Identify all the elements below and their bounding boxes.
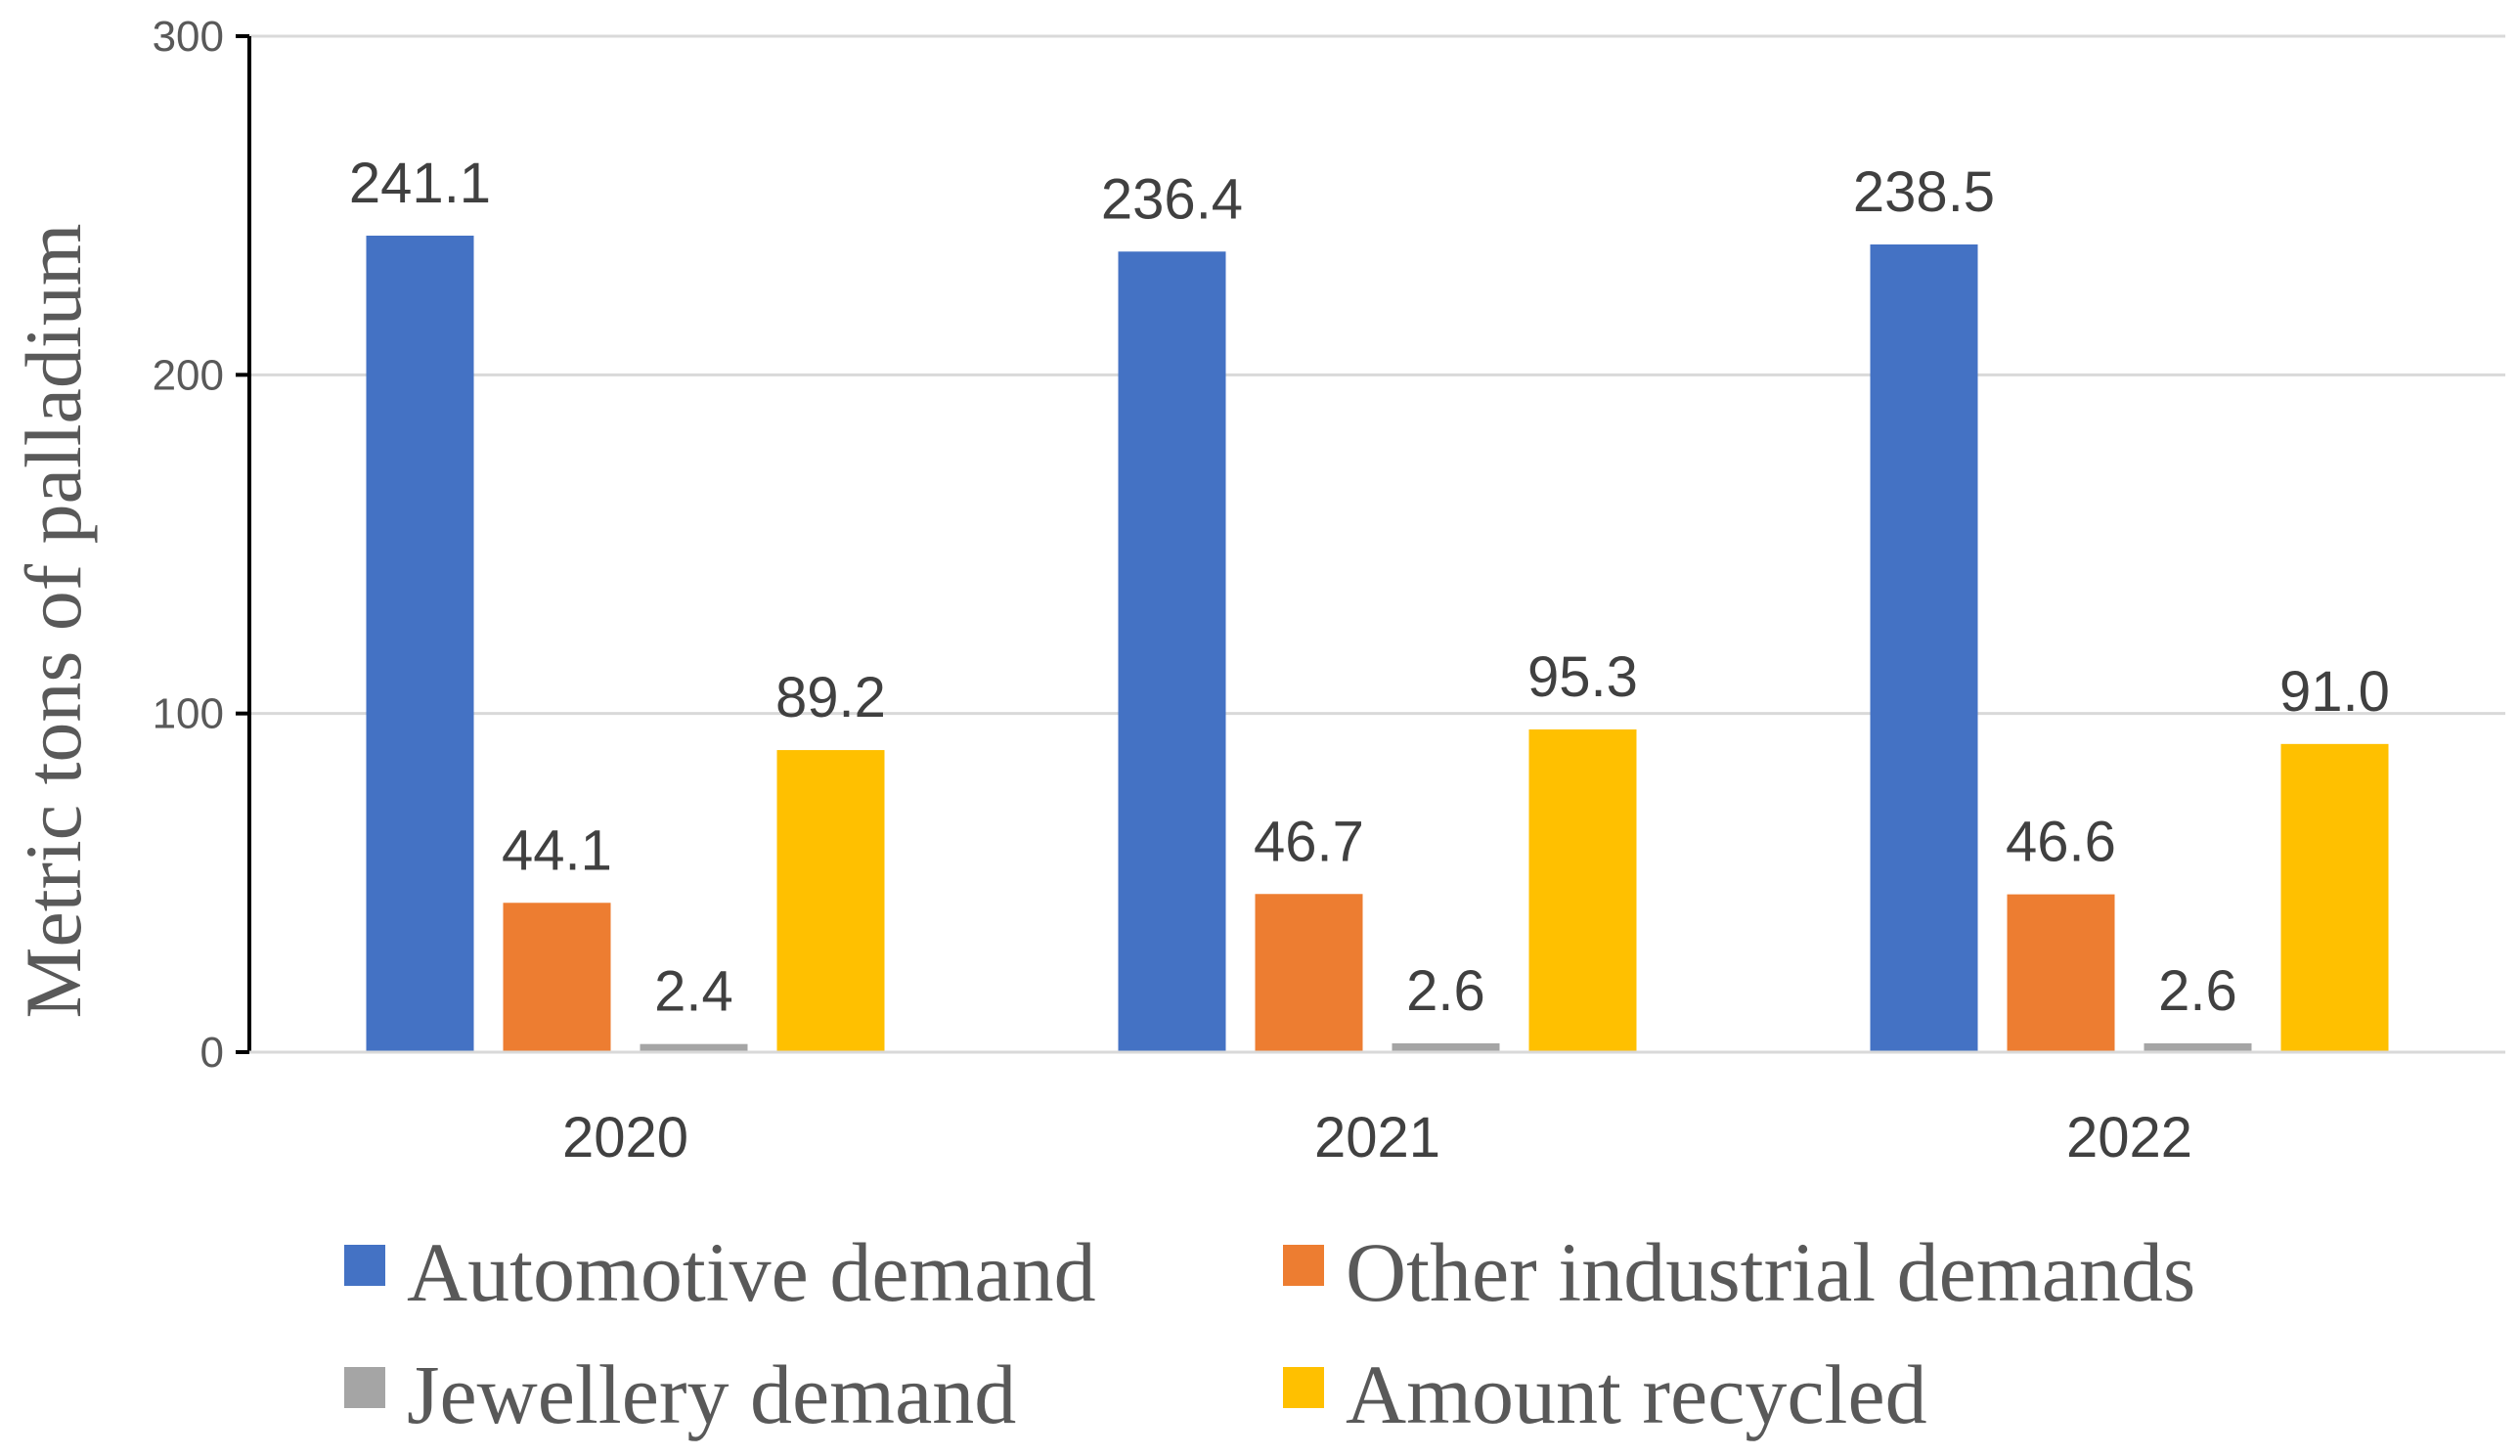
y-axis-title: Metric tons of palladium xyxy=(9,224,98,1019)
data-label-2020-s0: 241.1 xyxy=(349,152,491,215)
x-tick-label-2022: 2022 xyxy=(2066,1106,2192,1169)
bar-2021-s3 xyxy=(1528,728,1637,1052)
bar-2022-s1 xyxy=(2007,894,2115,1052)
data-label-2021-s1: 46.7 xyxy=(1254,810,1364,873)
bar-2020-s0 xyxy=(366,235,474,1052)
x-tick-label-2021: 2021 xyxy=(1314,1106,1440,1169)
gridlines xyxy=(249,34,2505,716)
legend-swatch-s2 xyxy=(344,1367,385,1408)
data-label-2020-s2: 2.4 xyxy=(654,960,733,1024)
bar-2020-s1 xyxy=(503,903,611,1052)
legend-label-s2: Jewellery demand xyxy=(407,1347,1016,1441)
legend-label-s3: Amount recycled xyxy=(1346,1347,1927,1441)
bar-2020-s2 xyxy=(640,1043,748,1052)
data-label-2022-s1: 46.6 xyxy=(2006,811,2116,874)
bar-2021-s2 xyxy=(1392,1042,1500,1052)
data-label-2021-s2: 2.6 xyxy=(1406,959,1485,1023)
axes: 0 100 200 300 2020 2021 2022 xyxy=(153,13,2505,1169)
y-tick-label-200: 200 xyxy=(153,351,224,399)
legend-label-s0: Automotive demand xyxy=(407,1225,1096,1319)
bar-2021-s0 xyxy=(1118,251,1226,1052)
bar-2020-s3 xyxy=(776,750,885,1052)
y-tick-label-100: 100 xyxy=(153,690,224,738)
data-label-2022-s2: 2.6 xyxy=(2158,959,2237,1023)
data-label-2022-s0: 238.5 xyxy=(1853,160,1995,224)
bar-2021-s1 xyxy=(1255,894,1363,1052)
bar-2022-s2 xyxy=(2144,1042,2252,1052)
data-label-2021-s0: 236.4 xyxy=(1101,167,1243,231)
legend-label-s1: Other industrial demands xyxy=(1346,1225,2195,1319)
data-label-2021-s3: 95.3 xyxy=(1527,645,1638,709)
x-tick-label-2020: 2020 xyxy=(562,1106,688,1169)
y-tick-label-0: 0 xyxy=(200,1029,224,1077)
y-tick-label-300: 300 xyxy=(153,13,224,61)
legend-swatch-s0 xyxy=(344,1245,385,1286)
legend: Automotive demand Other industrial demand… xyxy=(344,1225,2195,1441)
bar-2022-s0 xyxy=(1870,243,1978,1052)
legend-swatch-s3 xyxy=(1283,1367,1324,1408)
data-label-2020-s3: 89.2 xyxy=(775,666,886,729)
bars xyxy=(366,235,2389,1052)
legend-swatch-s1 xyxy=(1283,1245,1324,1286)
bar-2022-s3 xyxy=(2280,743,2389,1052)
data-label-2022-s3: 91.0 xyxy=(2279,660,2390,724)
data-labels: 241.1 44.1 2.4 89.2 236.4 46.7 2.6 95.3 238.5 46.… xyxy=(349,152,2390,1024)
data-label-2020-s1: 44.1 xyxy=(502,818,612,882)
